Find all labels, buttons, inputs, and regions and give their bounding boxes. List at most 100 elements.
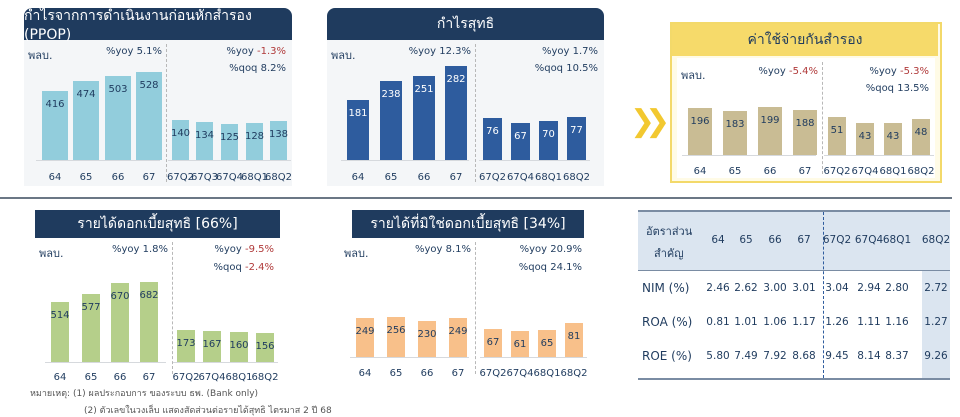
bar <box>230 332 248 362</box>
x-tick-label: 66 <box>111 172 125 183</box>
bar <box>42 90 68 160</box>
bar <box>418 321 436 357</box>
data-label: 183 <box>725 118 745 130</box>
bar <box>538 329 556 357</box>
x-tick-label: 68Q2 <box>563 172 590 183</box>
bar <box>177 330 195 362</box>
x-tick-label: 68Q1 <box>241 172 268 183</box>
baseline <box>480 357 587 358</box>
unit-label: พลบ. <box>28 49 53 62</box>
ratio-value: 1.27 <box>924 316 948 328</box>
data-label: 77 <box>570 125 583 136</box>
qoq-value: 8.2% <box>260 63 286 74</box>
column-header: 67Q2 <box>822 234 852 246</box>
ratio-value: 1.06 <box>763 316 787 328</box>
bar <box>828 117 846 155</box>
ratio-value: 3.04 <box>825 282 849 294</box>
yoy-label: %yoy <box>226 46 257 57</box>
qoq-value: -2.4% <box>244 262 274 273</box>
yoy-label: %yoy <box>214 244 245 255</box>
qoq-label: %qoq <box>865 83 898 94</box>
bar <box>688 107 712 155</box>
data-label: 61 <box>513 339 527 351</box>
column-header: 67Q4 <box>854 234 884 246</box>
yoy-label: %yoy <box>105 46 137 57</box>
quarterly-qoq: %qoq 24.1% <box>482 262 582 273</box>
ratio-value: 3.01 <box>792 282 816 294</box>
header-separator <box>638 270 950 271</box>
x-tick-label: 68Q1 <box>879 166 907 177</box>
bar <box>380 80 402 160</box>
x-tick-label: 68Q1 <box>535 172 562 183</box>
bar <box>270 120 287 160</box>
ratio-value: 8.14 <box>857 350 881 362</box>
bar <box>105 76 131 160</box>
x-tick-label: 65 <box>728 166 742 177</box>
bar <box>356 318 374 357</box>
x-tick-label: 67Q2 <box>167 172 194 183</box>
yoy-value: -1.3% <box>256 46 286 57</box>
yoy-label: %yoy <box>519 244 551 255</box>
annual-yoy: %yoy 5.1% <box>76 46 162 57</box>
yoy-value: -5.3% <box>899 66 929 77</box>
x-tick-label: 67Q2 <box>172 372 200 383</box>
bar <box>723 110 747 155</box>
bar <box>793 109 817 155</box>
quarterly-yoy: %yoy -5.3% <box>829 66 929 77</box>
yoy-label: %yoy <box>869 66 900 77</box>
x-tick-label: 65 <box>79 172 93 183</box>
x-tick-label: 68Q1 <box>225 372 253 383</box>
x-tick-label: 66 <box>113 372 127 383</box>
unit-label: พลบ. <box>39 247 64 260</box>
row-label: ROE (%) <box>642 349 692 363</box>
data-label: 282 <box>446 74 466 85</box>
data-label: 196 <box>690 115 710 127</box>
yoy-label: %yoy <box>408 46 440 57</box>
bar <box>221 124 238 160</box>
quarterly-yoy: %yoy -9.5% <box>174 244 274 255</box>
data-label: 140 <box>170 128 191 139</box>
chart-title: กำไรจากการดำเนินงานก่อนหักสำรอง (PPOP) <box>24 8 292 43</box>
column-header: 68Q2 <box>921 234 951 246</box>
data-label: 181 <box>348 107 368 119</box>
note-1: หมายเหตุ: (1) ผลประกอบการ ของระบบ ธพ. (B… <box>30 389 259 399</box>
quarterly-yoy: %yoy -1.3% <box>186 46 286 57</box>
baseline <box>36 160 160 161</box>
x-tick-label: 64 <box>48 172 62 183</box>
x-tick-label: 65 <box>84 372 98 383</box>
x-tick-label: 67Q4 <box>198 372 226 383</box>
data-label: 230 <box>417 329 437 341</box>
yoy-value: 12.3% <box>439 46 471 57</box>
x-tick-label: 67 <box>451 368 465 379</box>
bar <box>196 121 213 160</box>
column-header: 68Q1 <box>882 234 912 246</box>
bar <box>483 117 502 160</box>
yoy-label: %yoy <box>758 66 789 77</box>
table-header-background <box>638 212 950 270</box>
ratio-value: 1.01 <box>734 316 758 328</box>
quarterly-yoy: %yoy 1.7% <box>498 46 598 57</box>
ratio-header-line1: อัตราส่วน <box>646 225 693 238</box>
ratio-value: 2.72 <box>924 282 948 294</box>
ratio-value: 8.68 <box>792 350 816 362</box>
yoy-value: 5.1% <box>136 46 162 57</box>
bar <box>136 72 162 160</box>
period-divider <box>822 62 823 174</box>
data-label: 238 <box>381 88 401 100</box>
period-divider <box>823 212 824 378</box>
x-tick-label: 67Q2 <box>823 166 851 177</box>
bar <box>246 123 263 160</box>
data-label: 67 <box>514 130 527 142</box>
ratio-value: 0.81 <box>706 316 730 328</box>
row-label: NIM (%) <box>642 281 690 295</box>
data-label: 249 <box>448 326 468 338</box>
data-label: 167 <box>202 339 222 351</box>
qoq-label: %qoq <box>229 63 261 74</box>
x-tick-label: 65 <box>389 368 403 379</box>
period-divider <box>475 242 476 374</box>
baseline <box>682 155 816 156</box>
bar <box>539 120 558 160</box>
qoq-label: %qoq <box>518 262 551 273</box>
bar <box>856 122 874 155</box>
period-divider <box>172 242 173 374</box>
